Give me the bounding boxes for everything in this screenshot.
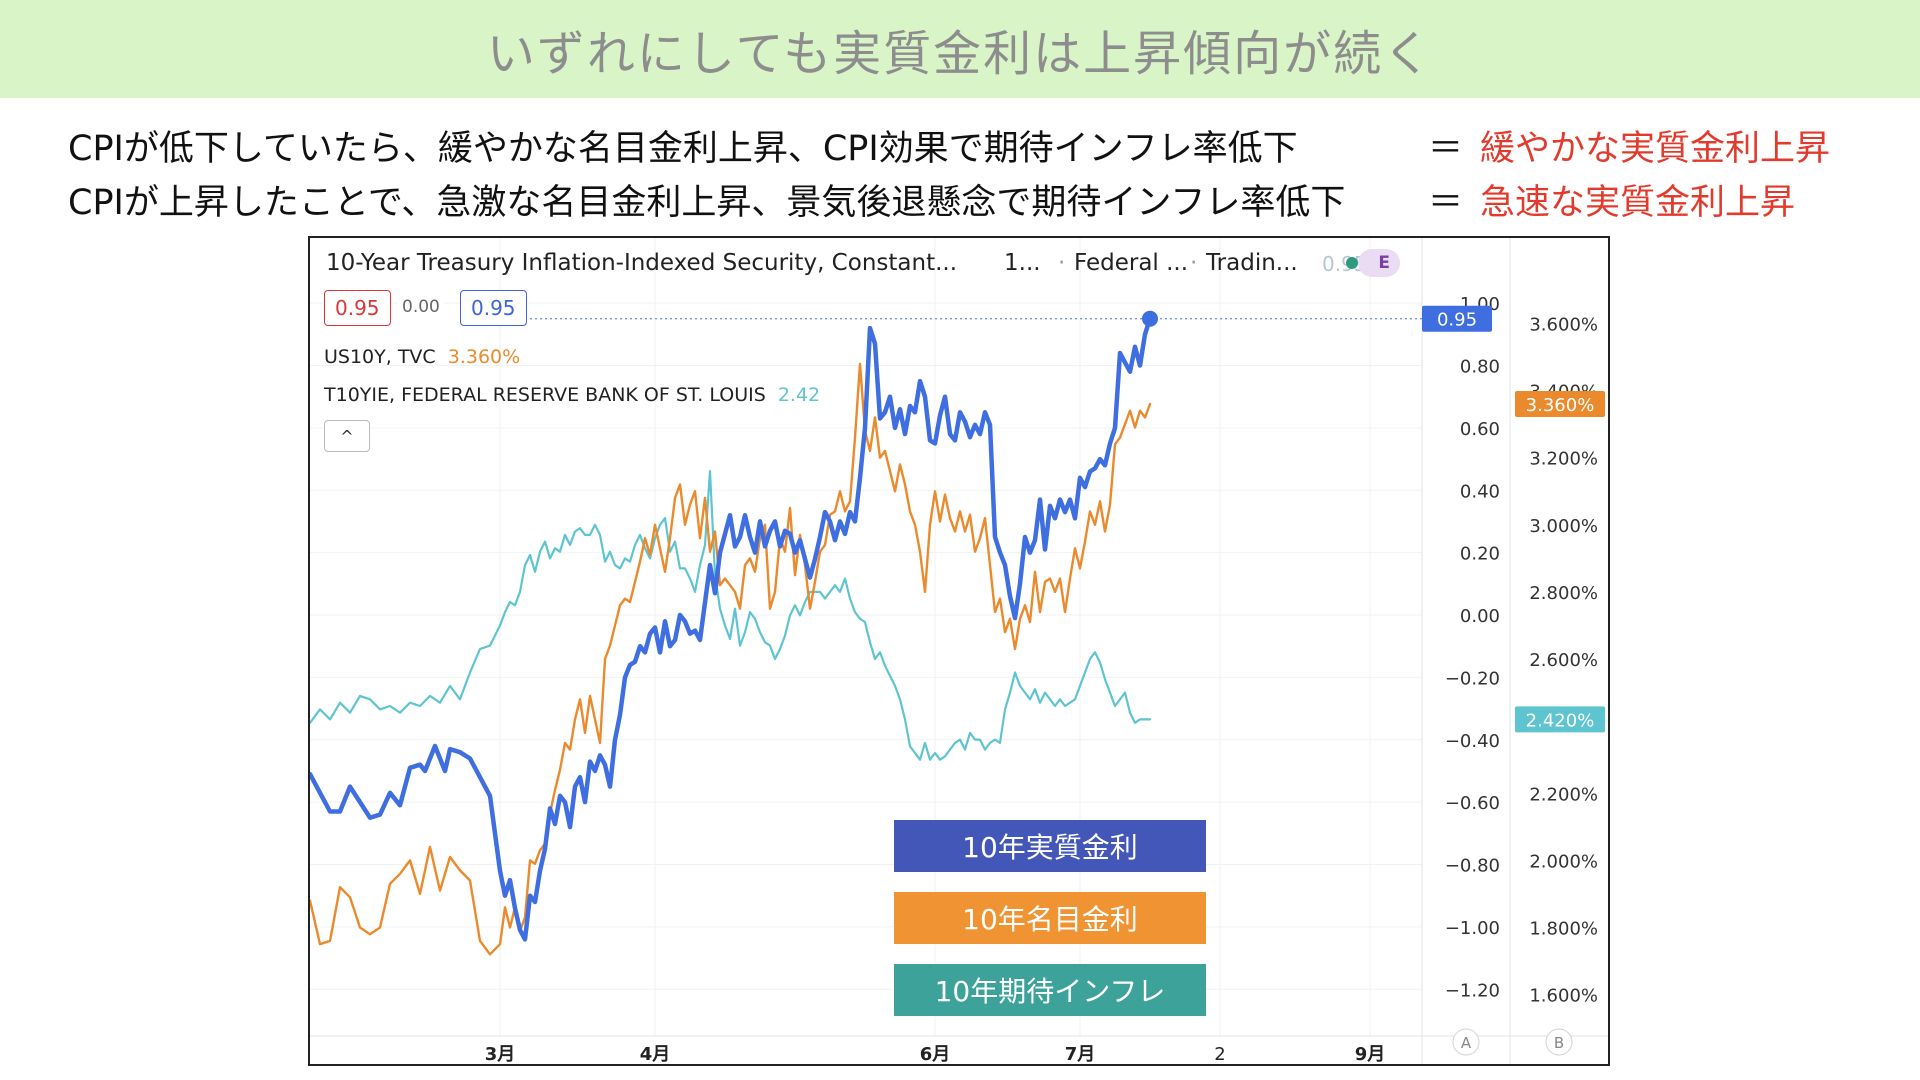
- x-tick-label: 9月: [1355, 1044, 1386, 1065]
- series-label-t10yie-name: T10YIE, FEDERAL RESERVE BANK OF ST. LOUI…: [324, 384, 766, 406]
- axis-a-tick-label: 0.40: [1460, 481, 1500, 502]
- axis-a-tick-label: 0.80: [1460, 356, 1500, 377]
- caption-1-condition: CPIが低下していたら、緩やかな名目金利上昇、CPI効果で期待インフレ率低下: [68, 129, 1298, 169]
- legend-real-rate: 10年実質金利: [894, 820, 1206, 872]
- axis-a-tick-label: −0.20: [1445, 668, 1500, 689]
- series-line-1: [310, 362, 1152, 956]
- caption-line-2: CPIが上昇したことで、急激な名目金利上昇、景気後退懸念で期待インフレ率低下 ＝…: [68, 174, 1795, 225]
- rate-chart: 1.000.800.600.400.200.00−0.20−0.40−0.60−…: [310, 238, 1608, 1065]
- axis-b-tick-label: 1.600%: [1529, 986, 1598, 1007]
- series-label-us10y[interactable]: US10Y, TVC 3.360%: [324, 346, 520, 368]
- legend-nominal-rate: 10年名目金利: [894, 892, 1206, 944]
- axis-b-tick-label: 3.200%: [1529, 449, 1598, 470]
- real-rate-axis-tag-bg: [1422, 305, 1492, 332]
- earnings-badge[interactable]: E: [1358, 249, 1400, 277]
- series-label-us10y-value: 3.360%: [447, 346, 521, 368]
- nominal-rate-axis-tag: 3.360%: [1526, 395, 1595, 416]
- caption-1-result: 緩やかな実質金利上昇: [1480, 129, 1831, 169]
- x-tick-label: 4月: [640, 1044, 671, 1065]
- axis-a-button[interactable]: [1452, 1028, 1480, 1056]
- axis-b-tick-label: 2.000%: [1529, 851, 1598, 872]
- axis-a-tick-label: −0.80: [1445, 856, 1500, 877]
- real-rate-axis-tag: 0.95: [1437, 310, 1477, 331]
- breakeven-axis-tag-bg: [1515, 706, 1605, 733]
- caption-2-condition: CPIが上昇したことで、急激な名目金利上昇、景気後退懸念で期待インフレ率低下: [68, 183, 1346, 223]
- status-dot-icon: [1346, 257, 1358, 269]
- axis-b-tick-label: 2.800%: [1529, 583, 1598, 604]
- last-value-marker: [1142, 310, 1158, 327]
- series-line-0: [310, 316, 1153, 942]
- x-tick-label: 2: [1214, 1044, 1225, 1065]
- x-tick-label: 6月: [920, 1044, 951, 1065]
- chart-header-item-3[interactable]: Tradin...: [1206, 250, 1298, 276]
- axis-a-tick-label: −1.00: [1445, 918, 1500, 939]
- series-label-us10y-name: US10Y, TVC: [324, 346, 436, 368]
- axis-b-tick-label: 3.000%: [1529, 516, 1598, 537]
- chevron-up-icon: ^: [340, 426, 354, 446]
- series-label-t10yie-value: 2.42: [777, 384, 821, 406]
- nominal-rate-axis-tag-bg: [1515, 391, 1605, 418]
- series-label-t10yie[interactable]: T10YIE, FEDERAL RESERVE BANK OF ST. LOUI…: [324, 384, 820, 406]
- axis-b-tick-label: 2.200%: [1529, 784, 1598, 805]
- open-value-box: 0.95: [324, 290, 391, 326]
- x-tick-label: 3月: [485, 1044, 516, 1065]
- axis-b-tick-label: 3.600%: [1529, 314, 1598, 335]
- chart-series-title[interactable]: 10-Year Treasury Inflation-Indexed Secur…: [326, 250, 958, 276]
- chart-header-item-2[interactable]: Federal ...: [1074, 250, 1189, 276]
- title-banner: いずれにしても実質金利は上昇傾向が続く: [0, 0, 1920, 98]
- axis-a-tick-label: 0.20: [1460, 544, 1500, 565]
- legend-real-rate-label: 10年実質金利: [962, 831, 1138, 864]
- axis-b-button[interactable]: [1545, 1028, 1573, 1056]
- slide-title: いずれにしても実質金利は上昇傾向が続く: [486, 26, 1434, 82]
- legend-breakeven-label: 10年期待インフレ: [934, 975, 1166, 1008]
- chart-header-item-1[interactable]: 1...: [1004, 250, 1041, 276]
- collapse-legend-button[interactable]: ^: [324, 420, 370, 452]
- close-value-box: 0.95: [460, 290, 527, 326]
- axis-b-tick-label: 1.800%: [1529, 918, 1598, 939]
- legend-nominal-rate-label: 10年名目金利: [962, 903, 1138, 936]
- axis-a-tick-label: 0.00: [1460, 606, 1500, 627]
- axis-b-button-label: B: [1554, 1034, 1564, 1052]
- caption-2-result: 急速な実質金利上昇: [1480, 183, 1796, 223]
- caption-line-1: CPIが低下していたら、緩やかな名目金利上昇、CPI効果で期待インフレ率低下 ＝…: [68, 120, 1830, 171]
- axis-b-tick-label: 2.600%: [1529, 650, 1598, 671]
- axis-a-tick-label: 0.60: [1460, 419, 1500, 440]
- legend-breakeven: 10年期待インフレ: [894, 964, 1206, 1016]
- caption-2-equals: ＝: [1428, 183, 1464, 223]
- series-line-2: [310, 470, 1152, 761]
- axis-a-button-label: A: [1461, 1034, 1472, 1052]
- change-value: 0.00: [398, 294, 444, 320]
- axis-a-tick-label: −1.20: [1445, 980, 1500, 1001]
- x-tick-label: 7月: [1065, 1044, 1096, 1065]
- breakeven-axis-tag: 2.420%: [1526, 710, 1595, 731]
- chart-frame: 1.00 0.80 0.60 0.40 0.20 0.00 −0.20 −0.40 −0.60−…: [308, 236, 1610, 1066]
- axis-a-tick-label: −0.60: [1445, 793, 1500, 814]
- axis-a-tick-label: −0.40: [1445, 731, 1500, 752]
- caption-1-equals: ＝: [1428, 129, 1464, 169]
